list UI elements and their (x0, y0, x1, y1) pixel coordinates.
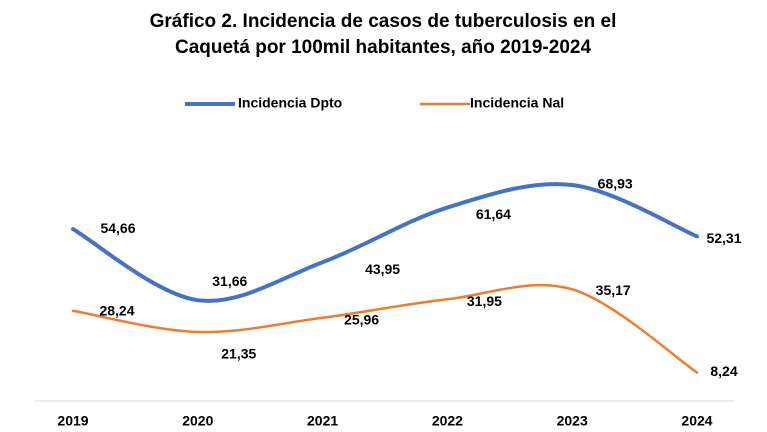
chart-title: Caquetá por 100mil habitantes, año 2019-… (175, 37, 591, 58)
data-label: 52,31 (706, 230, 741, 246)
x-tick-label: 2021 (307, 413, 338, 429)
x-tick-label: 2019 (57, 413, 88, 429)
series-line (71, 283, 699, 374)
data-label: 21,35 (221, 346, 256, 362)
x-tick-label: 2020 (182, 413, 213, 429)
data-label: 35,17 (596, 282, 631, 298)
x-tick-label: 2024 (681, 413, 712, 429)
data-label: 8,24 (710, 363, 737, 379)
legend-label: Incidencia Nal (470, 95, 564, 111)
chart-title: Gráfico 2. Incidencia de casos de tuberc… (150, 11, 617, 32)
data-label: 25,96 (344, 311, 379, 327)
data-label: 54,66 (100, 220, 135, 236)
data-label: 28,24 (99, 302, 134, 318)
series-line (71, 182, 699, 303)
data-label: 43,95 (365, 261, 400, 277)
x-tick-label: 2022 (432, 413, 463, 429)
data-label: 68,93 (598, 176, 633, 192)
x-tick-label: 2023 (557, 413, 588, 429)
data-label: 61,64 (476, 206, 511, 222)
data-label: 31,66 (212, 273, 247, 289)
data-label: 31,95 (467, 293, 502, 309)
legend-label: Incidencia Dpto (238, 95, 342, 111)
